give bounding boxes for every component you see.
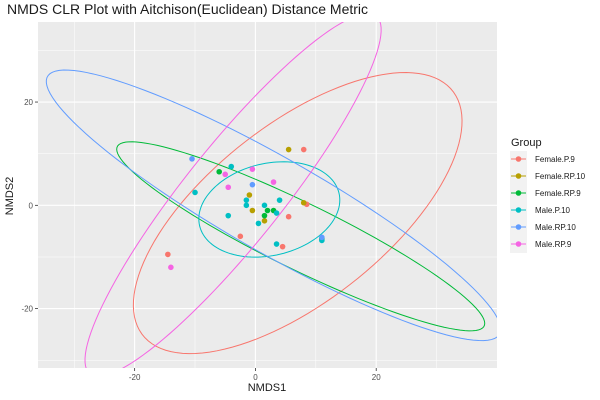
x-axis-title: NMDS1 — [248, 382, 287, 394]
point-female-rp-10 — [300, 199, 307, 206]
ellipse-male-rp-10 — [45, 69, 497, 342]
y-tick-label: 0 — [29, 201, 34, 210]
point-male-rp-10 — [319, 234, 325, 241]
legend-item: Female.RP.10 — [510, 168, 586, 185]
point-female-rp-9 — [264, 207, 271, 214]
ellipse-male-rp-9 — [84, 22, 382, 368]
point-female-p-9 — [285, 213, 292, 220]
point-male-p-10 — [273, 210, 280, 216]
point-female-p-9 — [237, 233, 244, 240]
point-female-p-9 — [279, 243, 286, 250]
x-tick-label: 0 — [253, 373, 258, 382]
point-male-p-10 — [255, 220, 262, 227]
y-axis-title: NMDS2 — [4, 177, 16, 216]
y-axis-ticks: -20 0 20 — [21, 98, 38, 314]
point-male-p-10 — [228, 163, 235, 170]
ellipse-female-p-9 — [132, 72, 463, 355]
point-male-rp-10 — [189, 156, 195, 162]
point-female-rp-10 — [249, 207, 256, 214]
legend-key-point — [515, 190, 522, 196]
point-male-p-10 — [261, 202, 268, 209]
chart-title: NMDS CLR Plot with Aitchison(Euclidean) … — [7, 1, 368, 17]
x-axis-ticks: -20 0 20 — [129, 368, 381, 382]
legend-label: Male.P.10 — [535, 206, 571, 215]
legend-label: Male.RP.9 — [535, 240, 572, 249]
point-male-rp-9 — [249, 166, 256, 172]
point-female-p-9 — [300, 146, 307, 153]
point-male-p-10 — [243, 197, 250, 203]
x-tick-label: -20 — [129, 373, 141, 382]
point-male-p-10 — [273, 241, 280, 247]
legend-key-point — [515, 241, 522, 247]
data-points — [165, 146, 325, 271]
ellipse-female-rp-9 — [116, 141, 486, 332]
point-male-rp-10 — [249, 181, 256, 188]
point-female-rp-9 — [216, 168, 222, 175]
legend-item: Male.RP.9 — [510, 236, 572, 253]
y-tick-label: 20 — [24, 98, 33, 107]
point-male-p-10 — [276, 197, 283, 203]
legend-key-point — [515, 173, 522, 179]
point-female-rp-10 — [246, 192, 253, 198]
point-male-rp-9 — [225, 184, 232, 191]
point-male-rp-9 — [222, 171, 229, 178]
legend-key-point — [515, 156, 522, 162]
legend-label: Male.RP.10 — [535, 223, 576, 232]
legend-label: Female.RP.9 — [535, 189, 581, 198]
legend-key-point — [515, 224, 522, 230]
point-male-rp-9 — [270, 179, 277, 185]
legend-item: Male.P.10 — [510, 202, 571, 219]
y-tick-label: -20 — [21, 305, 33, 314]
legend-item: Female.P.9 — [510, 151, 575, 168]
legend-label: Female.P.9 — [535, 155, 575, 164]
point-male-p-10 — [225, 212, 232, 219]
point-female-rp-10 — [285, 146, 292, 153]
plot-panel — [38, 22, 497, 368]
legend-label: Female.RP.10 — [535, 172, 586, 181]
legend-key-point — [515, 207, 522, 213]
legend-item: Female.RP.9 — [510, 185, 581, 202]
point-female-p-9 — [165, 251, 171, 258]
x-tick-label: 20 — [372, 373, 381, 382]
confidence-ellipses — [45, 22, 497, 368]
point-female-rp-10 — [261, 218, 268, 224]
legend-item: Male.RP.10 — [510, 219, 576, 236]
point-male-rp-9 — [168, 264, 174, 271]
point-male-p-10 — [192, 189, 198, 196]
legend: Group Female.P.9 Female.RP.10 Female.RP.9 M… — [510, 137, 586, 253]
point-female-rp-9 — [261, 212, 268, 219]
point-male-p-10 — [243, 202, 250, 209]
ellipse-male-p-10 — [198, 161, 341, 258]
legend-title: Group — [511, 137, 542, 149]
major-gridlines — [38, 22, 497, 368]
